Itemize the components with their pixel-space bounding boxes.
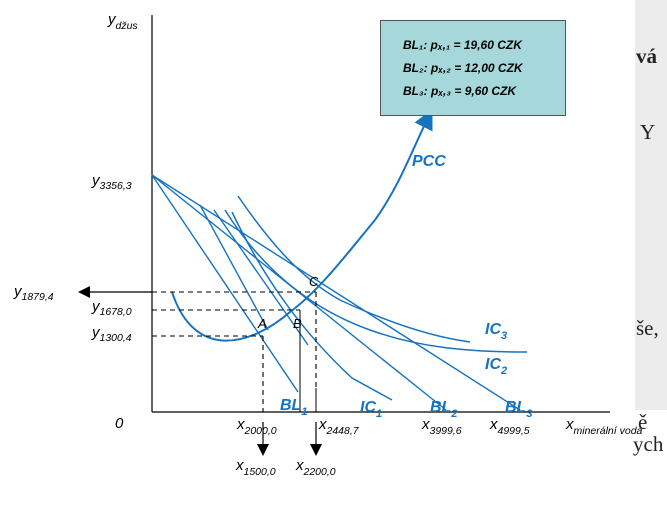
point-label-b: B bbox=[293, 316, 302, 331]
price-consumption-curve bbox=[171, 109, 433, 342]
x-tick-label: x1500,0 bbox=[235, 457, 276, 478]
text-fragment: ě bbox=[638, 410, 648, 434]
indifference-curve-ic3 bbox=[237, 195, 471, 343]
ic3-label: IC3 bbox=[485, 321, 507, 342]
bl1-label: BL1 bbox=[280, 397, 307, 418]
y-axis-label: ydžus bbox=[107, 11, 138, 32]
point-label-c: C bbox=[309, 274, 319, 289]
budget-line-bl1 bbox=[151, 174, 299, 393]
point-label-a: A bbox=[257, 316, 267, 331]
y-tick-label: y1300,4 bbox=[91, 324, 132, 344]
legend-line-bl3: BL₃: pₓ,₃ = 9,60 CZK bbox=[403, 83, 517, 98]
legend-line-bl1: BL₁: pₓ,₁ = 19,60 CZK bbox=[403, 37, 522, 52]
x-tick-label: x3999,6 bbox=[421, 416, 462, 437]
bl2-label: BL2 bbox=[430, 399, 457, 420]
text-fragment: še, bbox=[636, 316, 659, 340]
indifference-curve-ic2 bbox=[224, 209, 528, 353]
text-fragment: Y bbox=[640, 120, 656, 144]
budget-line-bl3 bbox=[151, 174, 521, 411]
text-fragment: vá bbox=[636, 44, 657, 68]
x-tick-label: x4999,5 bbox=[489, 416, 530, 437]
y-tick-label: y1678,0 bbox=[91, 298, 132, 318]
price-legend-box: BL₁: pₓ,₁ = 19,60 CZK BL₂: pₓ,₂ = 12,00 … bbox=[380, 20, 566, 116]
y-tick-label: y3356,3 bbox=[91, 172, 132, 192]
legend-line-bl2: BL₂: pₓ,₂ = 12,00 CZK bbox=[403, 60, 523, 75]
origin-label: 0 bbox=[115, 415, 124, 432]
bl3-label: BL3 bbox=[505, 399, 532, 420]
x-axis-label: xminerální voda bbox=[565, 416, 643, 437]
x-tick-label: x2000,0 bbox=[236, 416, 277, 437]
side-panel bbox=[635, 0, 667, 410]
text-fragment: ych bbox=[633, 432, 664, 456]
y-tick-label: y1879,4 bbox=[13, 283, 54, 303]
ic2-label: IC2 bbox=[485, 356, 507, 377]
ic1-label: IC1 bbox=[360, 399, 382, 420]
budget-line-shift bbox=[213, 209, 309, 346]
pcc-label: PCC bbox=[412, 153, 446, 170]
x-tick-label: x2448,7 bbox=[318, 416, 360, 437]
indifference-curve-ic1 bbox=[231, 211, 393, 401]
budget-line-shift bbox=[199, 204, 269, 331]
x-tick-label: x2200,0 bbox=[295, 457, 336, 478]
